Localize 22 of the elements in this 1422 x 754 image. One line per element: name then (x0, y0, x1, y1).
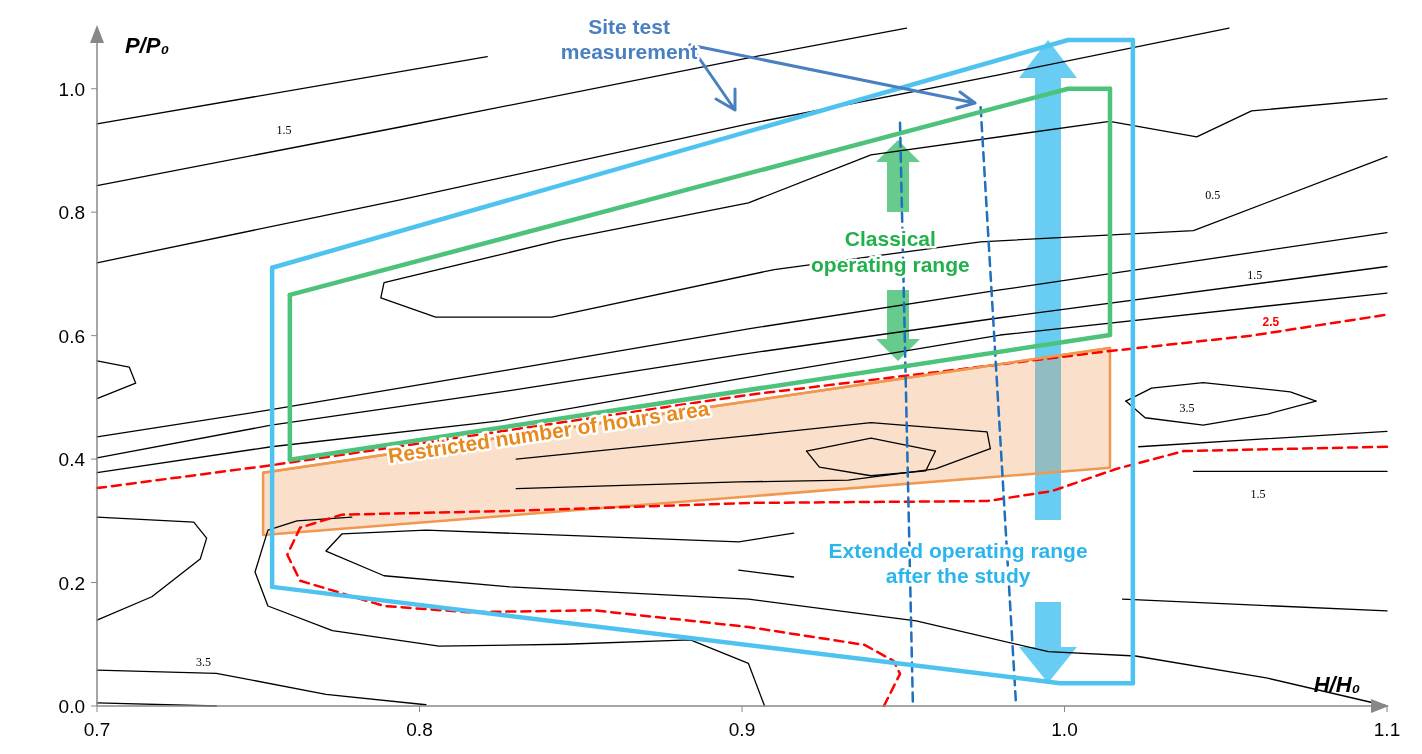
annotation: Classical operating range (811, 227, 970, 276)
x-tick-label: 0.8 (406, 719, 433, 740)
y-tick-label: 0.8 (58, 202, 85, 224)
y-tick-label: 0.2 (58, 572, 85, 594)
y-axis-title: P/P₀ (124, 33, 170, 58)
y-tick-label: 1.0 (58, 78, 85, 100)
annotation: Restricted number of hours area (386, 396, 711, 468)
annotation: 3.5 (1179, 401, 1195, 416)
y-tick-label: 0.4 (58, 449, 86, 471)
x-tick-label: 1.0 (1051, 719, 1078, 740)
annotation: 1.5 (276, 122, 292, 137)
x-tick-label: 1.1 (1373, 719, 1401, 740)
x-axis-title: H/H₀ (1313, 672, 1361, 697)
annotation: 3.5 (195, 655, 211, 670)
x-tick-label: 0.7 (83, 719, 111, 740)
y-tick-label: 0.6 (58, 325, 85, 347)
annotation: 0.5 (1205, 188, 1221, 203)
annotation: 2.5 (1262, 315, 1280, 330)
annotation: 1.5 (1250, 486, 1266, 501)
x-tick-label: 0.9 (728, 719, 756, 740)
y-tick-label: 0.0 (58, 696, 85, 717)
annotation: 1.5 (1247, 267, 1263, 282)
